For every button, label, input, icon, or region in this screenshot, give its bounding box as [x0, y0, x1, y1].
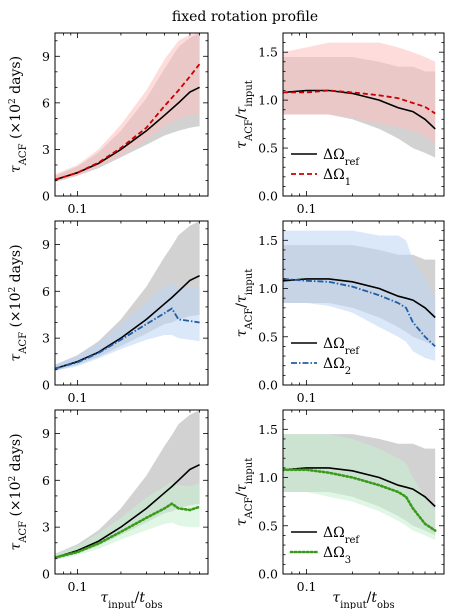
series-line-ref — [55, 86, 200, 181]
y-tick-label: 0.0 — [258, 567, 278, 582]
series-line-ref — [55, 463, 200, 559]
series-line-comparison — [55, 502, 201, 559]
y-tick-label: 3 — [42, 142, 50, 157]
y-axis-label: τACF/τinput — [234, 269, 255, 338]
legend-entry: ΔΩref — [323, 336, 360, 357]
axes-frame — [54, 409, 209, 575]
y-tick-label: 9 — [42, 237, 50, 252]
y-tick-label: 6 — [42, 473, 50, 488]
y-tick-label: 0 — [42, 189, 50, 204]
y-tick-label: 1.5 — [258, 233, 278, 248]
axes-frame — [54, 220, 209, 386]
x-tick-label: 0.1 — [297, 390, 317, 405]
band-comparison — [55, 481, 200, 560]
x-axis-label: τinput/tobs — [100, 590, 162, 609]
axes-frame — [54, 32, 209, 197]
plot-area — [55, 221, 200, 371]
y-tick-label: 1.5 — [258, 45, 278, 60]
y-axis-label: τACF/τinput — [234, 80, 255, 149]
x-tick-label: 0.1 — [297, 201, 317, 216]
legend-entry: ΔΩ1 — [323, 167, 351, 188]
axes-frame — [282, 220, 445, 386]
legend-entry: ΔΩ3 — [323, 545, 351, 566]
series-line-ref — [283, 467, 436, 508]
x-tick-label: 0.1 — [297, 579, 317, 594]
plot-area — [283, 434, 437, 541]
y-tick-label: 0.5 — [258, 329, 278, 344]
plot-area — [283, 42, 436, 158]
x-tick-label: 0.1 — [67, 390, 87, 405]
panel-acf-3: 0 3 6 9 0.1 τACF (×102 days) τinput/tobs — [8, 409, 209, 609]
plot-area — [283, 230, 436, 361]
y-tick-label: 3 — [42, 331, 50, 346]
y-tick-label: 6 — [42, 95, 50, 110]
series-line-ref — [283, 89, 436, 130]
series-line-comparison — [283, 278, 436, 348]
y-tick-label: 1.0 — [258, 281, 278, 296]
plot-area — [55, 33, 201, 182]
figure-title: fixed rotation profile — [172, 9, 318, 25]
y-tick-label: 1.0 — [258, 470, 278, 485]
y-tick-label: 0 — [42, 378, 50, 393]
series-line-comparison — [283, 468, 437, 532]
y-axis-label: τACF (×102 days) — [8, 433, 29, 550]
y-axis-label: τACF (×102 days) — [8, 56, 29, 173]
y-tick-label: 0.0 — [258, 189, 278, 204]
legend-entry: ΔΩref — [323, 525, 360, 546]
series-line-ref — [283, 278, 436, 319]
y-tick-label: 6 — [42, 284, 50, 299]
y-tick-label: 0.5 — [258, 518, 278, 533]
y-tick-label: 1.5 — [258, 422, 278, 437]
legend-entry: ΔΩ2 — [323, 356, 351, 377]
x-tick-label: 0.1 — [67, 579, 87, 594]
y-tick-label: 9 — [42, 426, 50, 441]
y-tick-label: 0.5 — [258, 141, 278, 156]
panel-acf-2: 0 3 6 9 0.1 τACF (×102 days) — [8, 220, 209, 405]
legend-entry: ΔΩref — [323, 147, 360, 168]
band-comparison — [55, 283, 200, 371]
panel-grid: 0 3 6 9 0.1 τACF (×102 days) 0.0 0.5 1.0 1.5 0.1 τA… — [8, 32, 445, 609]
y-axis-label: τACF/τinput — [234, 458, 255, 527]
y-tick-label: 9 — [42, 49, 50, 64]
axes-frame — [282, 32, 445, 197]
band-comparison — [283, 230, 436, 361]
band-comparison — [55, 33, 200, 182]
y-tick-label: 3 — [42, 520, 50, 535]
y-tick-label: 1.0 — [258, 93, 278, 108]
x-axis-label: τinput/tobs — [332, 590, 394, 609]
band-comparison — [283, 434, 436, 541]
y-axis-label: τACF (×102 days) — [8, 244, 29, 361]
series-line-comparison — [283, 89, 436, 115]
series-line-comparison — [55, 307, 200, 370]
series-line-comparison — [55, 63, 201, 181]
x-tick-label: 0.1 — [67, 201, 87, 216]
axes-frame — [282, 409, 445, 575]
plot-area — [55, 410, 201, 560]
y-tick-label: 0.0 — [258, 378, 278, 393]
y-tick-label: 0 — [42, 567, 50, 582]
panel-acf-1: 0 3 6 9 0.1 τACF (×102 days) — [8, 32, 209, 216]
